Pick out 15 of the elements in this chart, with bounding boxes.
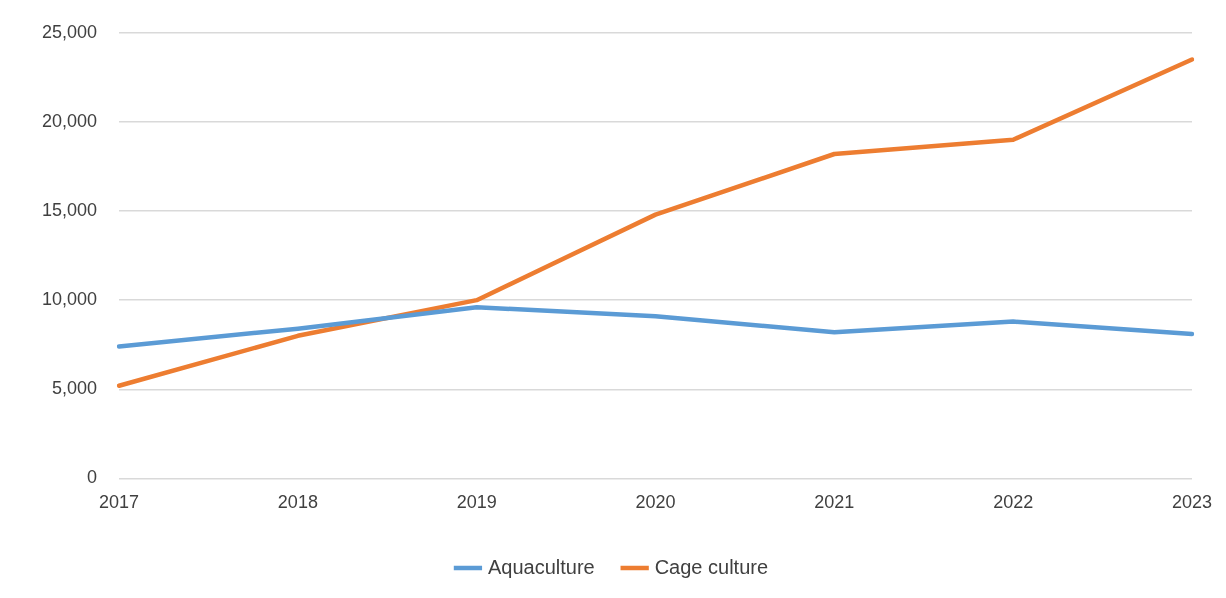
y-tick-label: 15,000	[41, 200, 98, 221]
legend-label: Cage culture	[654, 555, 769, 578]
y-tick-label: 5,000	[52, 378, 98, 399]
legend-label: Aquaculture	[487, 555, 595, 578]
y-tick-label: 25,000	[41, 21, 98, 42]
y-tick-label: 20,000	[41, 110, 98, 131]
x-tick-label: 2021	[814, 492, 855, 513]
x-tick-label: 2020	[635, 492, 676, 513]
x-tick-label: 2022	[993, 492, 1034, 513]
x-tick-label: 2019	[456, 492, 497, 513]
y-tick-label: 10,000	[41, 289, 98, 310]
x-tick-label: 2018	[277, 492, 318, 513]
x-tick-label: 2017	[99, 492, 140, 513]
y-tick-label: 0	[87, 467, 98, 488]
x-tick-label: 2023	[1171, 492, 1212, 513]
